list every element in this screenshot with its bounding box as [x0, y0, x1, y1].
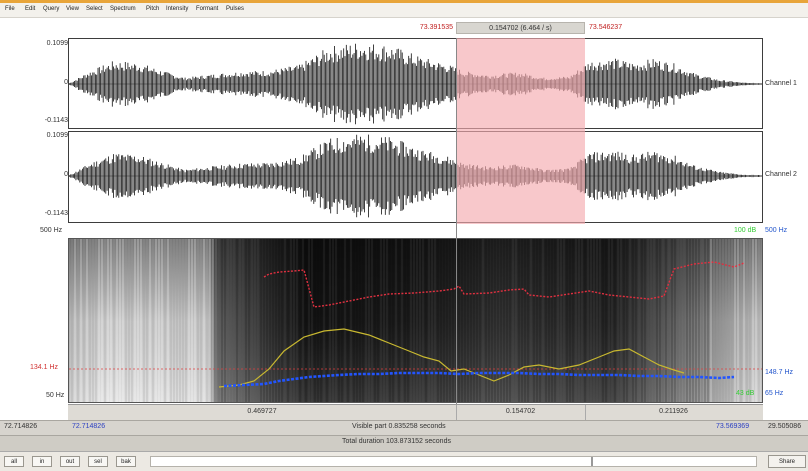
selection-start-time[interactable]: 73.391535: [419, 24, 453, 31]
menu-select[interactable]: Select: [86, 6, 103, 12]
selection-end-time[interactable]: 73.546237: [589, 24, 623, 31]
menu-bar: File Edit Query View Select Spectrum Pit…: [0, 3, 808, 18]
segment-before-selection[interactable]: 0.469727: [68, 405, 457, 420]
freq-top-left-label: 500 Hz: [40, 227, 63, 234]
segment-selection[interactable]: 0.154702: [456, 405, 586, 420]
visible-end-time[interactable]: 73.569369: [716, 423, 750, 430]
menu-formant[interactable]: Formant: [196, 6, 219, 12]
zoom-all-button[interactable]: all: [4, 456, 24, 467]
menu-file[interactable]: File: [5, 6, 15, 12]
pitch-right-label: 148.7 Hz: [765, 369, 794, 376]
menu-spectrum[interactable]: Spectrum: [110, 6, 136, 12]
pitch-marker-left-label: 134.1 Hz: [30, 364, 59, 371]
menu-pulses[interactable]: Pulses: [226, 6, 245, 12]
freq-bottom-right-label: 65 Hz: [765, 390, 784, 397]
bottom-toolbar: all in out sel bak Share: [0, 451, 808, 471]
spectrogram-plot: [69, 239, 762, 402]
total-duration[interactable]: Total duration 103.873152 seconds: [342, 438, 451, 445]
waveform-channel-1[interactable]: [68, 38, 763, 129]
waveform-channel-2[interactable]: [68, 131, 763, 223]
window-top-border: [0, 0, 808, 3]
channel-1-label: Channel 1: [765, 80, 797, 87]
time-segment-bar: 0.469727 0.154702 0.211926: [68, 404, 763, 420]
pitch-curve: [223, 371, 735, 388]
visible-part-duration[interactable]: Visible part 0.835258 seconds: [352, 423, 446, 430]
selection-cursor-line: [456, 38, 457, 404]
channel-2-zero: 0: [64, 171, 68, 178]
channel-2-label: Channel 2: [765, 171, 797, 178]
time-scrollbar[interactable]: [150, 456, 757, 467]
share-button[interactable]: Share: [768, 455, 806, 468]
waveform-channel-2-plot: [69, 134, 762, 218]
visible-start-time[interactable]: 72.714826: [72, 423, 106, 430]
scrollbar-thumb[interactable]: [591, 457, 593, 466]
segment-after-selection[interactable]: 0.211926: [659, 408, 688, 415]
visible-far-left-time[interactable]: 72.714826: [4, 423, 38, 430]
db-top-right-label: 100 dB: [734, 227, 757, 234]
waveform-channel-1-plot: [69, 43, 762, 125]
channel-1-zero: 0: [64, 79, 68, 86]
menu-view[interactable]: View: [66, 6, 79, 12]
spectrogram-striations: [69, 239, 762, 402]
zoom-out-button[interactable]: out: [60, 456, 80, 467]
selection-duration[interactable]: 0.154702 (6.464 / s): [456, 22, 585, 34]
freq-top-right-label: 500 Hz: [765, 227, 788, 234]
channel-1-max: 0.1099: [46, 40, 68, 47]
zoom-selection-button[interactable]: sel: [88, 456, 108, 467]
db-bottom-right-label: 43 dB: [736, 390, 755, 397]
intensity-curve: [218, 328, 685, 388]
zoom-back-button[interactable]: bak: [116, 456, 136, 467]
freq-bottom-left-label: 50 Hz: [46, 392, 65, 399]
menu-pitch[interactable]: Pitch: [146, 6, 160, 12]
menu-query[interactable]: Query: [43, 6, 60, 12]
channel-1-min: -0.1143: [44, 117, 68, 124]
spectrogram-panel[interactable]: [68, 238, 763, 403]
total-duration-row: Total duration 103.873152 seconds: [0, 435, 808, 451]
zoom-in-button[interactable]: in: [32, 456, 52, 467]
menu-intensity[interactable]: Intensity: [166, 6, 189, 12]
visible-far-right-time[interactable]: 29.505086: [768, 423, 802, 430]
menu-edit[interactable]: Edit: [25, 6, 36, 12]
visible-part-row: 72.714826 72.714826 Visible part 0.83525…: [0, 420, 808, 436]
channel-2-min: -0.1143: [44, 210, 68, 217]
channel-2-max: 0.1099: [46, 132, 68, 139]
